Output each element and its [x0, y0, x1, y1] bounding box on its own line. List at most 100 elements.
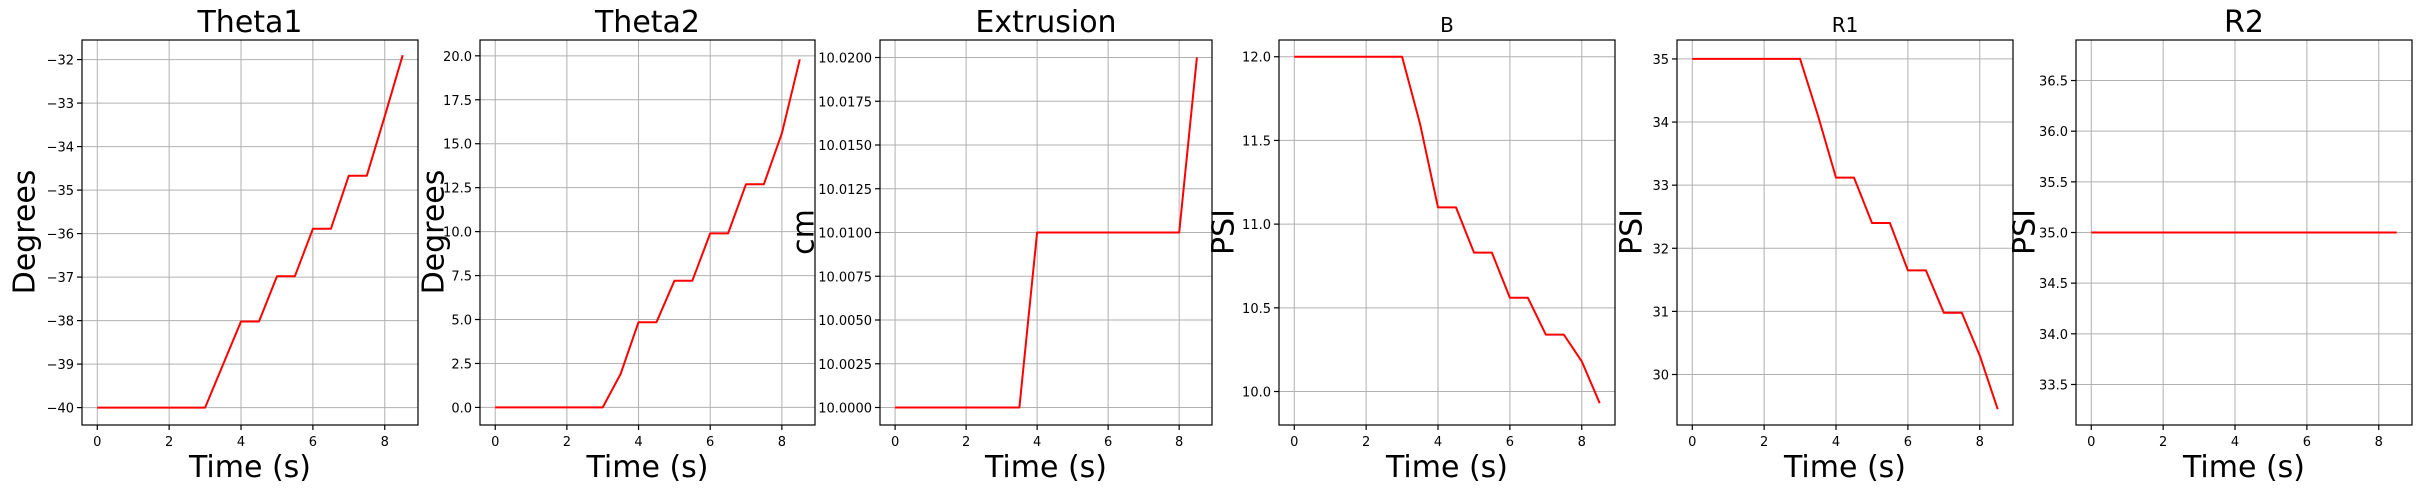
x-tick-label: 2 — [2159, 435, 2167, 450]
x-tick-label: 8 — [778, 435, 786, 450]
y-tick-label: 35 — [1652, 53, 1669, 68]
x-tick-label: 6 — [706, 435, 714, 450]
y-tick-label: 34 — [1652, 116, 1669, 131]
y-axis-title: PSI — [2008, 209, 2043, 255]
x-tick-label: 4 — [634, 435, 642, 450]
x-axis-title: Time (s) — [586, 450, 709, 485]
y-tick-label: 20.0 — [443, 50, 472, 65]
y-tick-label: 34.0 — [2039, 328, 2068, 343]
y-tick-label: 32 — [1652, 242, 1669, 257]
x-tick-label: 2 — [962, 435, 970, 450]
x-tick-label: 6 — [2303, 435, 2311, 450]
y-tick-label: 33.5 — [2039, 378, 2068, 393]
y-tick-label: 15.0 — [443, 138, 472, 153]
x-axis-title: Time (s) — [2182, 450, 2305, 485]
y-tick-label: −39 — [47, 358, 74, 373]
chart-title: Extrusion — [975, 5, 1116, 40]
chart-title: B — [1440, 13, 1454, 37]
y-tick-label: 34.5 — [2039, 277, 2068, 292]
y-tick-label: 0.0 — [451, 401, 472, 416]
axes-frame — [81, 39, 419, 426]
y-tick-label: −34 — [47, 141, 74, 156]
y-axis-title: PSI — [1615, 209, 1650, 255]
x-tick-label: 0 — [891, 435, 899, 450]
x-axis-title: Time (s) — [1385, 450, 1508, 485]
x-tick-label: 2 — [563, 435, 571, 450]
y-tick-label: 10.0075 — [818, 270, 872, 285]
series-line-1 — [1294, 55, 1601, 404]
y-axis-title: Degrees — [8, 170, 43, 295]
series-line-1 — [97, 54, 404, 409]
x-tick-label: 6 — [309, 435, 317, 450]
x-tick-label: 4 — [1033, 435, 1041, 450]
y-tick-label: 10.0125 — [818, 183, 872, 198]
y-axis-title: cm — [787, 209, 822, 255]
x-tick-label: 0 — [93, 435, 101, 450]
x-tick-label: 0 — [1290, 435, 1298, 450]
subplot-6: 0 2 4 6 8 33.5 34.0 34.5 35.0 35.5 36.0 36.5 R2 Time … — [2008, 5, 2413, 485]
x-tick-label: 8 — [2375, 435, 2383, 450]
x-axis-title: Time (s) — [1783, 450, 1906, 485]
y-axis-title: Degrees — [417, 170, 452, 295]
y-tick-label: −38 — [47, 315, 74, 330]
y-tick-label: 10.0 — [1242, 386, 1271, 401]
y-tick-label: 10.0200 — [818, 52, 872, 67]
x-tick-label: 8 — [1976, 435, 1984, 450]
x-tick-label: 8 — [381, 435, 389, 450]
x-tick-label: 4 — [1434, 435, 1442, 450]
x-tick-label: 6 — [1104, 435, 1112, 450]
x-tick-label: 2 — [1362, 435, 1370, 450]
y-tick-label: 36.5 — [2039, 75, 2068, 90]
y-tick-label: 31 — [1652, 305, 1669, 320]
axes-frame — [1676, 39, 2014, 426]
y-tick-label: 2.5 — [451, 357, 472, 372]
y-tick-label: −40 — [47, 402, 74, 417]
y-tick-label: 7.5 — [451, 270, 472, 285]
y-tick-label: 30 — [1652, 369, 1669, 384]
y-tick-label: 10.0175 — [818, 95, 872, 110]
y-tick-label: 12.0 — [1242, 51, 1271, 66]
x-tick-label: 6 — [1506, 435, 1514, 450]
y-tick-label: 10.5 — [1242, 302, 1271, 317]
y-tick-label: 17.5 — [443, 94, 472, 109]
y-tick-label: 10.0050 — [818, 314, 872, 329]
y-tick-label: −37 — [47, 271, 74, 286]
x-tick-label: 6 — [1904, 435, 1912, 450]
y-tick-label: −32 — [47, 54, 74, 69]
chart-title: Theta1 — [196, 5, 302, 40]
y-tick-label: −36 — [47, 228, 74, 243]
y-tick-label: 5.0 — [451, 314, 472, 329]
axes-frame — [1278, 39, 1616, 426]
chart-title: R1 — [1832, 13, 1859, 37]
y-tick-label: 10.0150 — [818, 139, 872, 154]
x-tick-label: 2 — [165, 435, 173, 450]
y-tick-label: 12.5 — [443, 182, 472, 197]
y-tick-label: 33 — [1652, 179, 1669, 194]
series-line-1 — [1692, 57, 1999, 410]
y-tick-label: −35 — [47, 184, 74, 199]
y-tick-label: 11.0 — [1242, 218, 1271, 233]
y-tick-label: 10.0100 — [818, 227, 872, 242]
x-tick-label: 4 — [1832, 435, 1840, 450]
x-tick-label: 8 — [1578, 435, 1586, 450]
subplot-5: 0 2 4 6 8 30 31 32 33 34 35 R1 Time (s) PSI — [1615, 13, 2014, 485]
x-axis-title: Time (s) — [984, 450, 1107, 485]
y-tick-label: 11.5 — [1242, 134, 1271, 149]
y-tick-label: 10.0025 — [818, 358, 872, 373]
y-tick-label: 35.5 — [2039, 176, 2068, 191]
subplot-2: 0 2 4 6 8 0.0 2.5 5.0 7.5 10.0 12.5 15.0 17.5 20.0 The… — [417, 5, 816, 485]
x-tick-label: 4 — [2231, 435, 2239, 450]
x-tick-label: 0 — [2087, 435, 2095, 450]
x-tick-label: 2 — [1760, 435, 1768, 450]
subplot-4: 0 2 4 6 8 10.0 10.5 11.0 11.5 12.0 B Time (s) PSI — [1207, 13, 1616, 485]
series-line-1 — [495, 59, 801, 409]
x-tick-label: 0 — [1688, 435, 1696, 450]
axes-frame — [479, 39, 816, 426]
y-axis-title: PSI — [1207, 209, 1242, 255]
y-tick-label: 10.0 — [443, 226, 472, 241]
series-line-1 — [895, 57, 1198, 409]
x-tick-label: 4 — [237, 435, 245, 450]
x-axis-title: Time (s) — [188, 450, 311, 485]
chart-title: R2 — [2224, 5, 2264, 40]
